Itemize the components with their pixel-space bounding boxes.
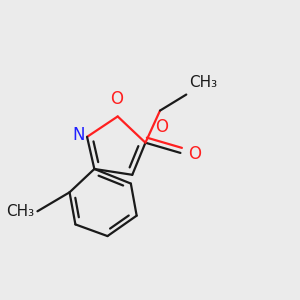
Text: CH₃: CH₃ [189, 75, 217, 90]
Text: CH₃: CH₃ [6, 204, 34, 219]
Text: O: O [110, 90, 123, 108]
Text: O: O [155, 118, 168, 136]
Text: O: O [188, 146, 201, 164]
Text: N: N [73, 126, 85, 144]
